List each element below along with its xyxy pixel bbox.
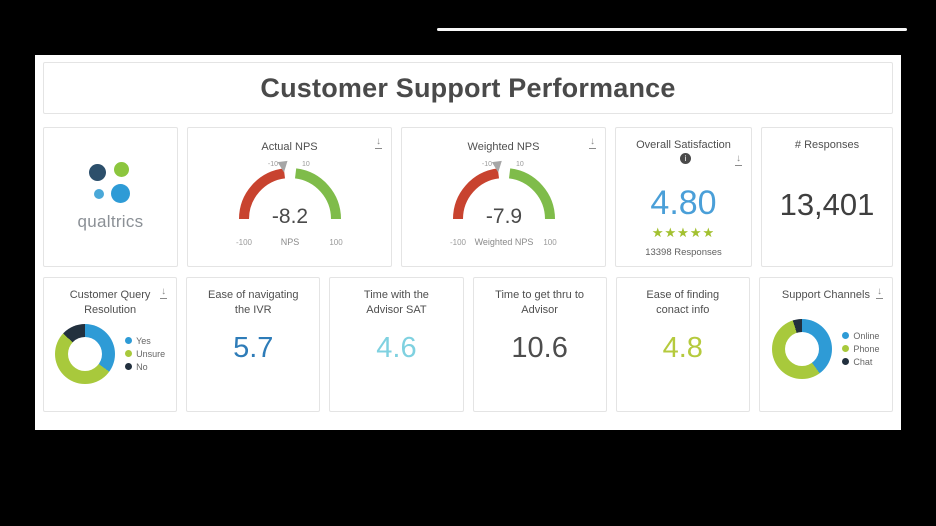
qualtrics-logo-icon <box>83 162 139 206</box>
card-query-resolution: Customer Query Resolution ↓ Yes Unsure N… <box>43 277 178 412</box>
dashboard-title-card: Customer Support Performance <box>43 62 893 114</box>
gauge-axis-label: NPS <box>280 237 299 247</box>
legend-dot <box>125 350 133 358</box>
legend-dot <box>125 363 133 371</box>
gauge-needle <box>491 160 502 173</box>
gauge-tick-right: 10 <box>516 161 524 168</box>
actual-nps-gauge-chart: -10 10 -8.2 NPS -100 100 <box>235 160 343 247</box>
finding-info-score: 4.8 <box>662 331 703 364</box>
card-title-ivr-ease: Ease of navigating the IVR <box>208 289 299 316</box>
legend-dot <box>842 345 850 353</box>
card-title-actual-nps: Actual NPS <box>261 141 318 153</box>
logo-card: qualtrics <box>43 127 178 267</box>
star-rating-empty: ★★★★★ <box>651 224 716 240</box>
card-responses: # Responses 13,401 <box>761 127 893 267</box>
legend-item: Yes <box>125 336 165 346</box>
info-icon[interactable]: i <box>680 152 691 164</box>
legend-item: Unsure <box>125 349 165 359</box>
card-title-query-resolution: Customer Query Resolution <box>69 289 151 316</box>
support-channels-legend: Online Phone Chat <box>842 328 879 370</box>
card-finding-info: Ease of finding conact info 4.8 <box>615 277 750 412</box>
download-icon[interactable]: ↓ <box>160 286 168 299</box>
card-title-support-channels: Support Channels <box>781 289 870 301</box>
logo-dot <box>88 164 106 181</box>
advisor-sat-score: 4.6 <box>376 331 417 364</box>
legend-item: Phone <box>842 344 879 354</box>
support-channels-chart-area: Online Phone Chat <box>760 318 892 379</box>
legend-dot <box>125 337 133 345</box>
star-rating: ★★★★★ ★★★★★ <box>652 226 715 239</box>
download-icon[interactable]: ↓ <box>876 286 884 299</box>
support-channels-donut-chart <box>772 318 833 379</box>
gauge-tick-left: -10 <box>267 161 277 168</box>
download-icon[interactable]: ↓ <box>735 153 742 166</box>
satisfaction-score: 4.80 <box>650 183 717 222</box>
logo-text: qualtrics <box>77 212 144 231</box>
legend-dot <box>842 358 850 366</box>
legend-item: Chat <box>842 357 879 367</box>
logo-dot <box>110 184 130 203</box>
gauge-arc-negative <box>452 168 499 220</box>
card-support-channels: Support Channels ↓ Online Phone Chat <box>758 277 894 412</box>
satisfaction-responses-count: 13398 Responses <box>645 246 722 258</box>
card-weighted-nps: Weighted NPS ↓ -10 10 -7.9 Weighted NPS … <box>401 127 606 267</box>
card-title-time-to-advisor: Time to get thru to Advisor <box>495 289 585 316</box>
card-overall-satisfaction: Overall Satisfactioni ↓ 4.80 ★★★★★ ★★★★★… <box>615 127 752 267</box>
card-actual-nps: Actual NPS ↓ -10 10 -8.2 NPS -100 100 <box>187 127 392 267</box>
gauge-max-label: 100 <box>329 238 343 247</box>
card-title-weighted-nps: Weighted NPS <box>467 141 540 153</box>
page-title: Customer Support Performance <box>260 72 676 103</box>
card-title-overall-satisfaction: Overall Satisfactioni <box>616 128 751 168</box>
gauge-arc-positive <box>294 168 341 220</box>
gauge-needle <box>277 160 288 173</box>
card-title-responses: # Responses <box>794 139 860 151</box>
gauge-arc-negative <box>238 168 285 220</box>
query-resolution-donut-chart <box>55 323 116 384</box>
query-resolution-legend: Yes Unsure No <box>125 333 165 375</box>
legend-item: Online <box>842 331 879 341</box>
kpi-row-1: qualtrics Actual NPS ↓ -10 10 -8.2 NPS -… <box>43 127 893 267</box>
gauge-value: -8.2 <box>271 205 307 228</box>
overall-satisfaction-label: Overall Satisfaction <box>636 139 731 151</box>
gauge-arc-positive <box>508 168 555 220</box>
responses-count: 13,401 <box>779 186 875 222</box>
download-icon[interactable]: ↓ <box>375 136 382 149</box>
ivr-ease-score: 5.7 <box>233 331 274 364</box>
download-icon[interactable]: ↓ <box>589 136 596 149</box>
card-title-finding-info: Ease of finding conact info <box>646 289 720 316</box>
card-title-advisor-sat: Time with the Advisor SAT <box>363 289 429 316</box>
legend-item: No <box>125 362 165 372</box>
card-time-to-advisor: Time to get thru to Advisor 10.6 <box>472 277 607 412</box>
card-ivr-ease: Ease of navigating the IVR 5.7 <box>186 277 321 412</box>
gauge-axis-label: Weighted NPS <box>474 237 533 247</box>
star-rating-fill: ★★★★★ <box>651 225 713 239</box>
weighted-nps-gauge-chart: -10 10 -7.9 Weighted NPS -100 100 <box>449 160 557 247</box>
gauge-min-label: -100 <box>235 238 252 247</box>
kpi-row-2: Customer Query Resolution ↓ Yes Unsure N… <box>43 277 894 412</box>
gauge-max-label: 100 <box>543 238 557 247</box>
time-to-advisor-score: 10.6 <box>511 331 568 364</box>
dashboard-panel: Customer Support Performance qualtrics A… <box>35 55 901 430</box>
gauge-min-label: -100 <box>449 238 466 247</box>
gauge-tick-right: 10 <box>302 161 310 168</box>
logo-dot <box>113 162 129 177</box>
legend-dot <box>842 332 850 340</box>
gauge-tick-left: -10 <box>481 161 491 168</box>
gauge-value: -7.9 <box>485 205 521 228</box>
card-advisor-sat: Time with the Advisor SAT 4.6 <box>329 277 464 412</box>
background-edge-line <box>437 28 907 31</box>
query-resolution-chart-area: Yes Unsure No <box>44 323 176 384</box>
logo-dot <box>93 189 104 199</box>
